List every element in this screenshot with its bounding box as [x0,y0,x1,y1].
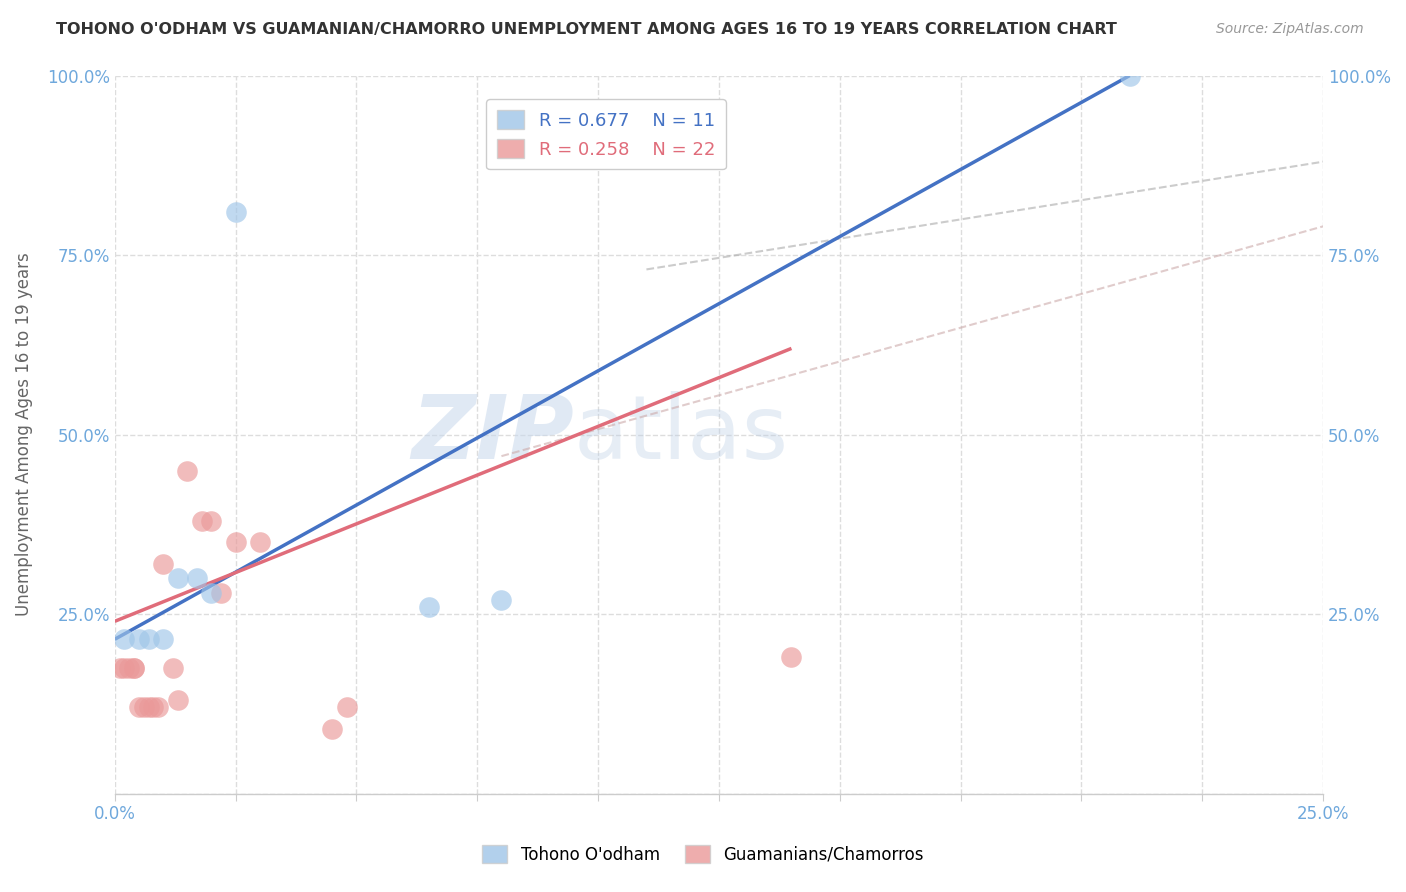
Point [152,557,174,571]
Point [200,585,222,599]
Point [122,661,145,675]
Point [132,700,155,714]
Point [122,661,145,675]
Point [166,571,188,585]
Point [176,463,198,477]
Point [112,632,135,647]
Point [138,632,160,647]
Point [148,700,170,714]
Point [152,632,174,647]
Legend: Tohono O'odham, Guamanians/Chamorros: Tohono O'odham, Guamanians/Chamorros [475,838,931,871]
Point [166,693,188,707]
Point [321,722,343,736]
Point [336,700,359,714]
Point [138,700,160,714]
Point [418,599,440,614]
Text: TOHONO O'ODHAM VS GUAMANIAN/CHAMORRO UNEMPLOYMENT AMONG AGES 16 TO 19 YEARS CORR: TOHONO O'ODHAM VS GUAMANIAN/CHAMORRO UNE… [56,22,1118,37]
Point [108,661,131,675]
Point [118,661,141,675]
Point [225,535,247,549]
Point [128,700,150,714]
Y-axis label: Unemployment Among Ages 16 to 19 years: Unemployment Among Ages 16 to 19 years [15,252,32,616]
Point [200,514,222,528]
Point [162,661,184,675]
Point [190,514,212,528]
Text: ZIP: ZIP [411,391,574,478]
Text: atlas: atlas [574,391,789,478]
Point [249,535,271,549]
Text: Source: ZipAtlas.com: Source: ZipAtlas.com [1216,22,1364,37]
Point [1119,69,1142,83]
Point [128,632,150,647]
Point [142,700,165,714]
Point [780,650,803,665]
Point [491,592,513,607]
Point [225,205,247,219]
Point [112,661,135,675]
Point [186,571,208,585]
Legend: R = 0.677    N = 11, R = 0.258    N = 22: R = 0.677 N = 11, R = 0.258 N = 22 [486,99,725,169]
Point [209,585,232,599]
